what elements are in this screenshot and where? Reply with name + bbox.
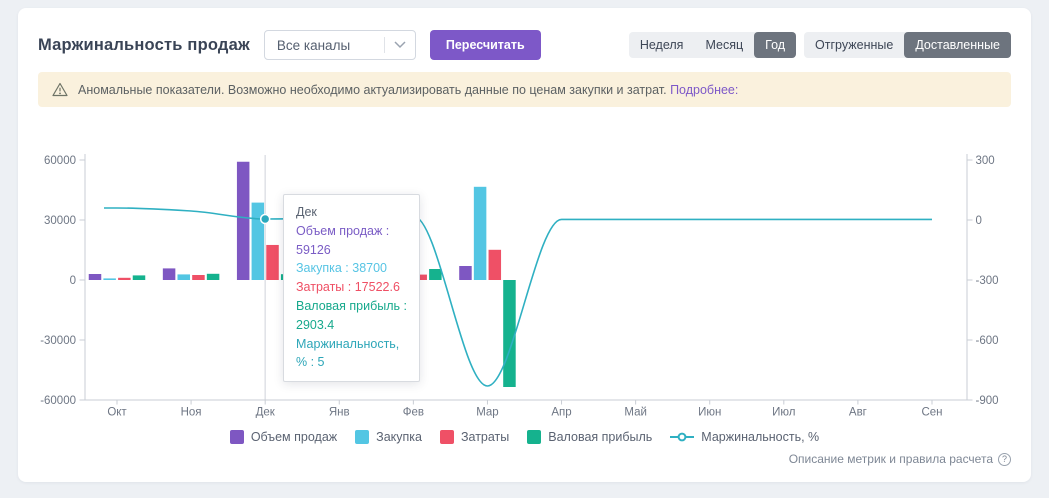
legend-item[interactable]: Объем продаж [229, 430, 338, 444]
legend-swatch [229, 430, 244, 444]
marginality-card: Маржинальность продаж Все каналы Пересчи… [18, 8, 1031, 482]
legend-swatch [439, 430, 454, 444]
page-title: Маржинальность продаж [38, 35, 250, 54]
bar-Затраты[interactable] [192, 275, 205, 280]
recalculate-button[interactable]: Пересчитать [429, 30, 541, 60]
month-label: Фев [403, 407, 424, 419]
period-option-week[interactable]: Неделя [639, 38, 684, 52]
bar-Затраты[interactable] [488, 249, 502, 280]
period-toggle: Неделя Месяц Год [628, 32, 797, 58]
left-axis-label: -60000 [40, 395, 76, 407]
tooltip-row: Объем продаж : 59126 [296, 223, 390, 257]
bar-Объем продаж[interactable] [236, 161, 250, 280]
warning-banner: Аномальные показатели. Возможно необходи… [38, 72, 1011, 107]
header: Маржинальность продаж Все каналы Пересчи… [18, 8, 1031, 60]
legend-item[interactable]: Затраты [439, 430, 510, 444]
month-label: Июл [772, 407, 795, 419]
legend-label: Валовая прибыль [548, 430, 653, 444]
bar-Закупка[interactable] [103, 278, 116, 280]
tooltip-row: Затраты : 17522.6 [296, 280, 400, 295]
legend-label: Маржинальность, % [701, 430, 820, 444]
month-label: Мар [476, 407, 499, 419]
bar-Валовая прибыль[interactable] [429, 269, 442, 280]
period-option-month[interactable]: Месяц [705, 38, 744, 52]
month-label: Апр [551, 407, 571, 419]
month-label: Июн [698, 407, 721, 419]
left-axis-label: 60000 [44, 155, 76, 167]
legend-label: Закупка [376, 430, 422, 444]
month-label: Ноя [181, 407, 202, 419]
bar-Закупка[interactable] [473, 186, 487, 280]
chevron-down-icon [385, 41, 415, 49]
bar-Затраты[interactable] [414, 274, 427, 280]
marginality-line [104, 207, 932, 387]
left-axis-label: 0 [70, 275, 76, 287]
bar-Объем продаж[interactable] [162, 268, 176, 280]
legend: Объем продаж Закупка Затраты Валовая прибыл… [18, 430, 1031, 444]
chart-tooltip: Дек Объем продаж : 59126 Закупка : 38700 З… [283, 194, 420, 383]
select-divider [383, 37, 385, 53]
bar-Валовая прибыль[interactable] [132, 275, 146, 280]
right-axis-label: 0 [976, 215, 982, 227]
right-axis-label: -900 [976, 395, 999, 407]
bar-Затраты[interactable] [266, 244, 279, 280]
bar-Затраты[interactable] [118, 277, 131, 280]
legend-line-marker [670, 432, 695, 442]
month-label: Дек [256, 407, 276, 419]
shipment-option-delivered[interactable]: Доставленные [904, 32, 1011, 58]
bar-Объем продаж[interactable] [88, 274, 102, 280]
tooltip-row: Закупка : 38700 [296, 261, 388, 276]
shipment-toggle: Отгруженные Доставленные [804, 32, 1011, 58]
channel-select-value: Все каналы [276, 37, 351, 53]
month-label: Янв [329, 407, 350, 419]
shipment-option-shipped[interactable]: Отгруженные [815, 38, 894, 52]
legend-swatch [527, 430, 542, 444]
help-icon[interactable]: ? [998, 452, 1011, 466]
chart-svg[interactable]: 60000 30000 0 -30000 -60000 300 0 -300 -600 -900 О… [18, 149, 1031, 424]
tooltip-row: Маржинальность, % : 5 [296, 336, 400, 370]
bar-Валовая прибыль[interactable] [503, 280, 516, 387]
legend-label: Объем продаж [250, 430, 338, 444]
tooltip-title: Дек [296, 205, 317, 219]
right-axis-label: 300 [976, 155, 995, 167]
toggle-groups: Неделя Месяц Год Отгруженные Доставленны… [628, 32, 1011, 58]
month-label: Окт [107, 407, 127, 419]
metrics-description-label: Описание метрик и правила расчета [788, 452, 993, 466]
warning-text: Аномальные показатели. Возможно необходи… [78, 82, 739, 97]
right-axis-label: -300 [976, 275, 999, 287]
legend-label: Затраты [460, 430, 510, 444]
left-axis-label: 30000 [44, 215, 76, 227]
legend-item[interactable]: Закупка [355, 430, 422, 444]
tooltip-rows: Объем продаж : 59126 Закупка : 38700 Затра… [296, 222, 407, 372]
bar-Закупка[interactable] [177, 274, 190, 280]
month-label: Сен [921, 407, 942, 419]
line-marker-dot[interactable] [259, 213, 271, 225]
period-option-year[interactable]: Год [754, 32, 797, 58]
warning-icon [52, 82, 68, 97]
legend-item[interactable]: Валовая прибыль [527, 430, 652, 444]
tooltip-row: Валовая прибыль : 2903.4 [296, 298, 407, 332]
bar-Объем продаж[interactable] [459, 266, 472, 280]
channel-select[interactable]: Все каналы [263, 30, 416, 60]
bar-Закупка[interactable] [251, 202, 265, 280]
month-label: Авг [849, 407, 867, 419]
month-label: Май [624, 407, 647, 419]
legend-item[interactable]: Маржинальность, % [670, 430, 819, 444]
bar-Валовая прибыль[interactable] [206, 273, 220, 280]
details-link[interactable]: Подробнее: [670, 82, 739, 97]
legend-swatch [355, 430, 370, 444]
metrics-description[interactable]: Описание метрик и правила расчета ? [38, 452, 1011, 466]
right-axis-label: -600 [976, 335, 999, 347]
left-axis-label: -30000 [40, 335, 76, 347]
chart-area: 60000 30000 0 -30000 -60000 300 0 -300 -600 -900 О… [18, 149, 1031, 424]
